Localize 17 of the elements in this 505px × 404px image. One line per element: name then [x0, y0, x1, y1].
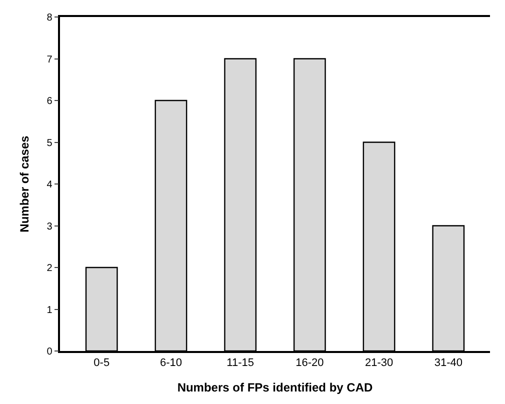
y-tick-label: 2 [46, 263, 53, 274]
y-tick-label: 6 [46, 96, 53, 107]
x-tick-label: 6-10 [160, 356, 182, 369]
y-tick-label: 8 [46, 12, 53, 24]
x-tick-label: 21-30 [364, 356, 394, 369]
x-axis-title: Numbers of FPs identified by CAD [177, 380, 374, 394]
y-tick-label: 5 [46, 138, 53, 149]
x-tick-label: 11-15 [226, 356, 254, 369]
x-tick-label: 0-5 [94, 356, 110, 369]
y-tick-label: 0 [46, 346, 53, 358]
y-tick-label: 3 [46, 221, 53, 232]
x-tick-label: 31-40 [434, 356, 462, 369]
y-tick-label: 7 [46, 54, 53, 66]
y-tick-label: 4 [46, 180, 53, 190]
x-tick-label: 16-20 [296, 356, 324, 369]
y-axis-title: Number of cases [17, 135, 32, 232]
y-tick-label: 1 [46, 304, 53, 316]
